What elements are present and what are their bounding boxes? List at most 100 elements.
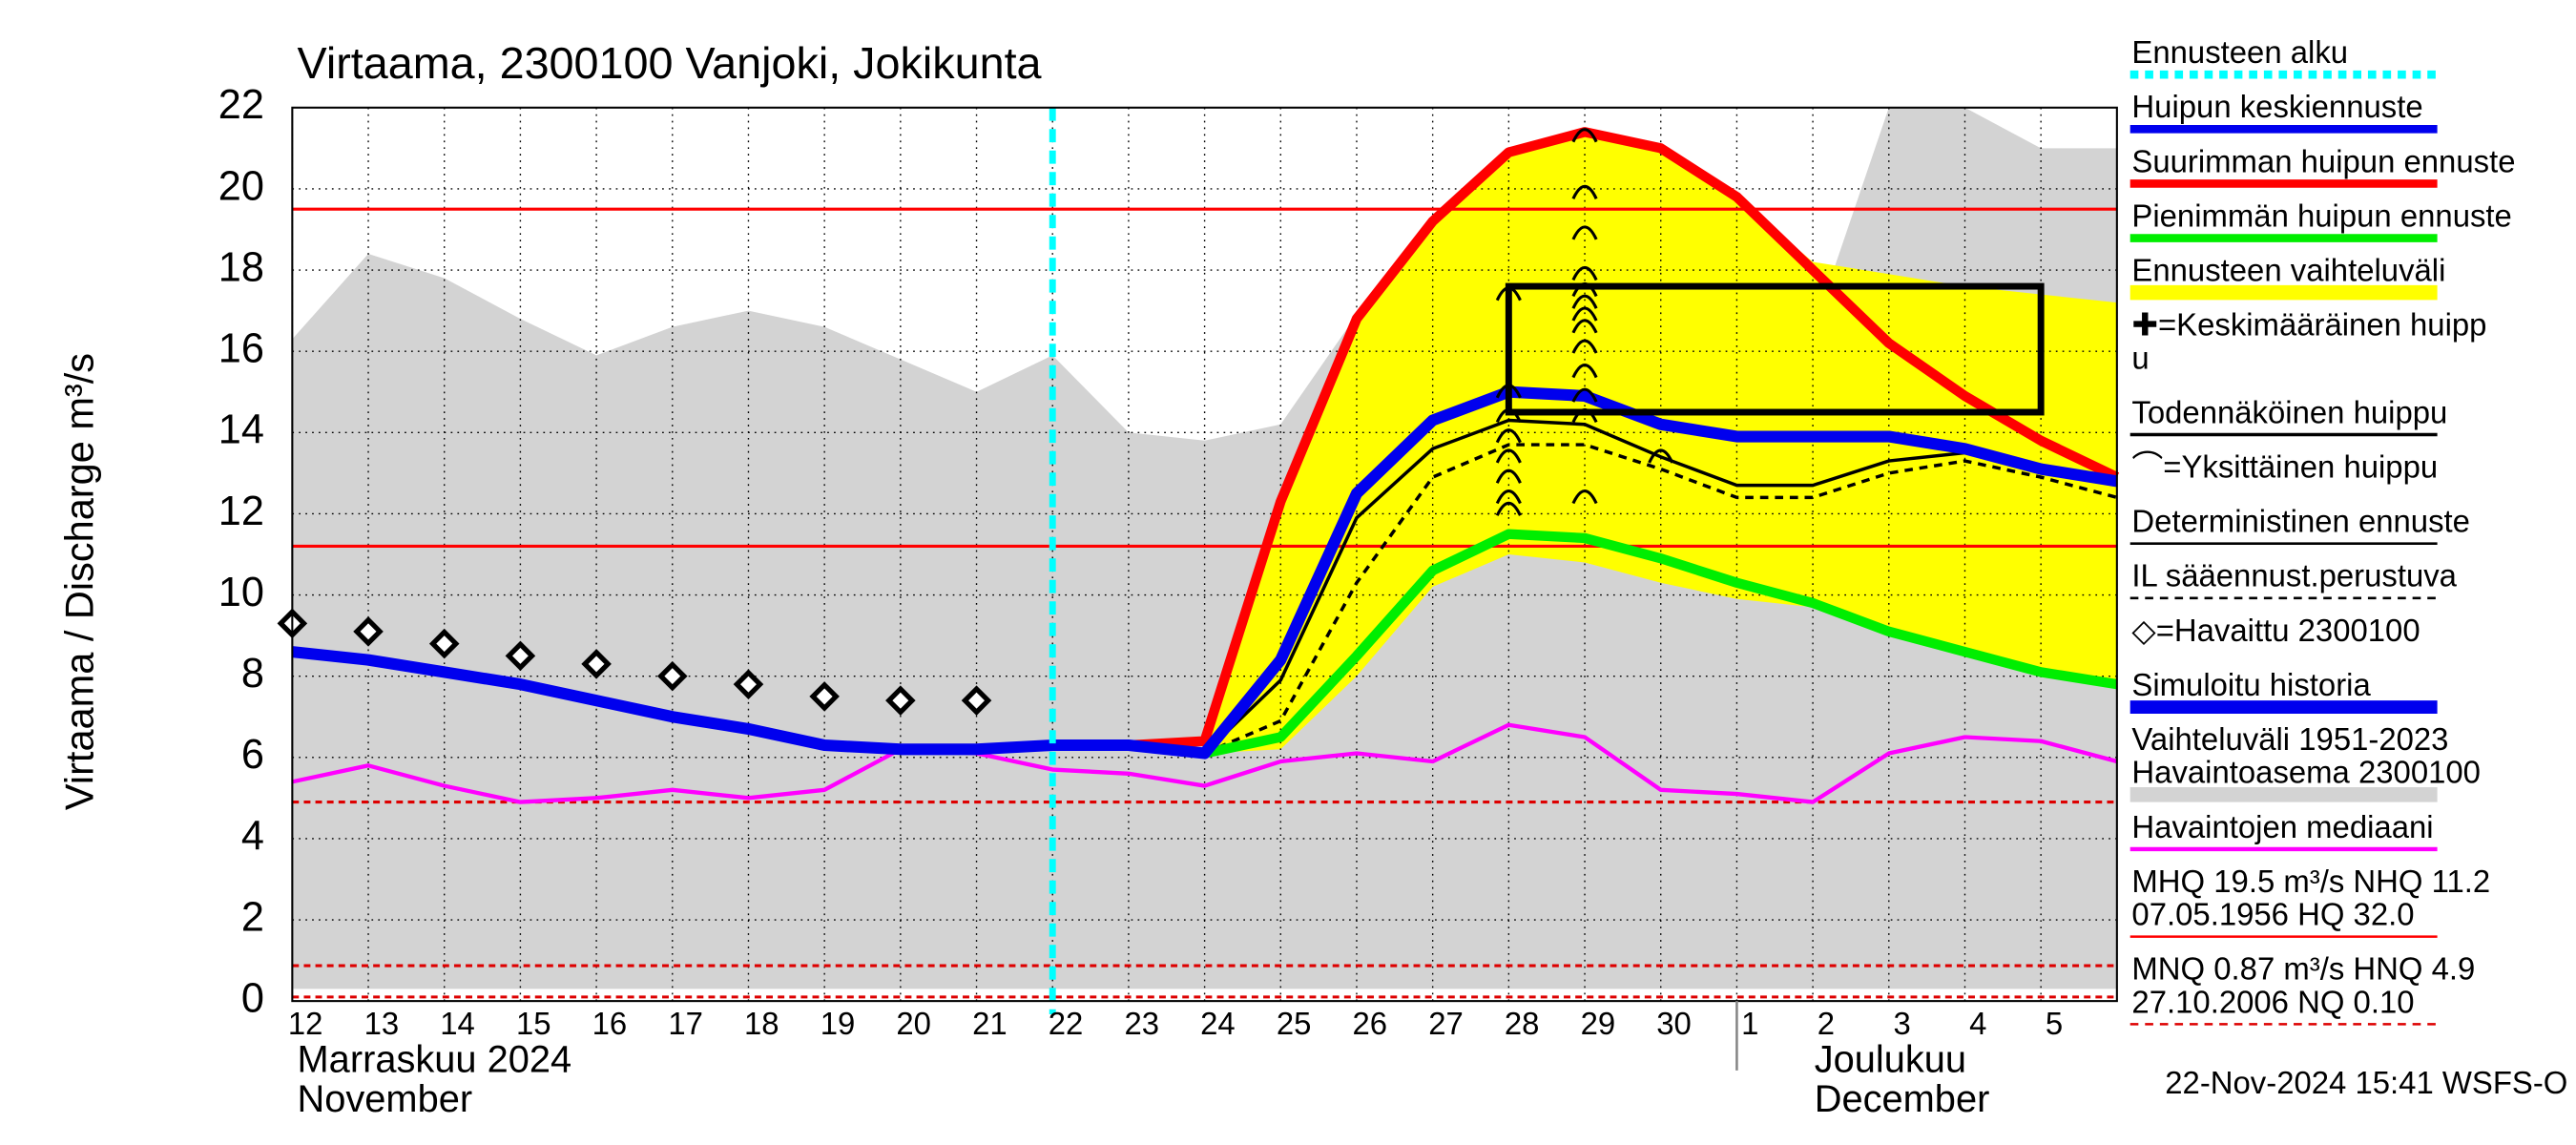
observed-point bbox=[428, 628, 460, 659]
x-tick-label: 15 bbox=[516, 1006, 551, 1041]
y-tick-label: 0 bbox=[241, 976, 264, 1022]
month-label: December bbox=[1815, 1078, 1990, 1120]
x-tick-label: 28 bbox=[1505, 1006, 1540, 1041]
chart-title: Virtaama, 2300100 Vanjoki, Jokikunta bbox=[298, 38, 1042, 88]
y-tick-label: 6 bbox=[241, 732, 264, 778]
single-peak bbox=[1571, 489, 1598, 505]
x-tick-label: 12 bbox=[288, 1006, 323, 1041]
single-peak bbox=[1571, 294, 1598, 309]
month-label: November bbox=[298, 1078, 473, 1120]
x-tick-label: 24 bbox=[1200, 1006, 1236, 1041]
plot-frame bbox=[291, 106, 2118, 1003]
y-axis-label: Virtaama / Discharge m³/s bbox=[57, 353, 102, 810]
footer: 22-Nov-2024 15:41 WSFS-O bbox=[2165, 1065, 2567, 1100]
legend-label: ◇=Havaittu 2300100 bbox=[2131, 613, 2420, 648]
legend-label: 27.10.2006 NQ 0.10 bbox=[2131, 984, 2414, 1019]
x-tick-label: 19 bbox=[821, 1006, 856, 1041]
series-line bbox=[1203, 529, 2118, 759]
x-tick-label: 4 bbox=[1969, 1006, 1986, 1041]
y-tick-label: 4 bbox=[241, 813, 264, 859]
legend-label: Ennusteen vaihteluväli bbox=[2131, 253, 2445, 288]
x-tick-label: 1 bbox=[1741, 1006, 1758, 1041]
single-peak bbox=[1495, 448, 1522, 464]
single-peak bbox=[1571, 128, 1598, 143]
month-label: Marraskuu 2024 bbox=[298, 1039, 572, 1081]
observed-point bbox=[961, 685, 992, 716]
x-tick-label: 26 bbox=[1353, 1006, 1388, 1041]
observed-point bbox=[733, 669, 764, 699]
y-tick-label: 18 bbox=[218, 244, 264, 290]
legend-label: Huipun keskiennuste bbox=[2131, 89, 2422, 124]
single-peak bbox=[1648, 448, 1674, 464]
single-peak bbox=[1495, 501, 1522, 516]
series-line bbox=[291, 385, 2118, 760]
y-tick-label: 16 bbox=[218, 326, 264, 372]
x-tick-label: 30 bbox=[1656, 1006, 1692, 1041]
legend-label: Havaintojen mediaani bbox=[2131, 809, 2433, 844]
legend-label: ⌒=Yksittäinen huippu bbox=[2131, 449, 2438, 485]
x-tick-label: 29 bbox=[1581, 1006, 1616, 1041]
x-tick-label: 25 bbox=[1277, 1006, 1312, 1041]
series-line bbox=[1052, 127, 2120, 751]
x-tick-label: 23 bbox=[1124, 1006, 1159, 1041]
x-tick-label: 14 bbox=[440, 1006, 475, 1041]
y-tick-label: 22 bbox=[218, 82, 264, 128]
single-peak bbox=[1495, 407, 1522, 424]
legend-label: Ennusteen alku bbox=[2131, 34, 2348, 70]
x-tick-label: 5 bbox=[2046, 1006, 2063, 1041]
legend-label: Simuloitu historia bbox=[2131, 667, 2371, 702]
x-tick-label: 13 bbox=[364, 1006, 400, 1041]
legend-label: u bbox=[2131, 340, 2149, 375]
legend-label: Deterministinen ennuste bbox=[2131, 504, 2470, 539]
single-peak bbox=[1495, 286, 1522, 302]
y-tick-label: 2 bbox=[241, 894, 264, 940]
observed-point bbox=[505, 640, 536, 672]
x-tick-label: 2 bbox=[1818, 1006, 1835, 1041]
legend-label: Pienimmän huipun ennuste bbox=[2131, 198, 2511, 233]
single-peak bbox=[1571, 364, 1598, 379]
legend-label: IL sääennust.perustuva bbox=[2131, 558, 2457, 593]
single-peak bbox=[1495, 489, 1522, 505]
single-peak bbox=[1571, 184, 1598, 199]
single-peak bbox=[1571, 407, 1598, 424]
legend-label: ✚=Keskimääräinen huipp bbox=[2131, 307, 2486, 343]
x-tick-label: 17 bbox=[668, 1006, 703, 1041]
month-label: Joulukuu bbox=[1815, 1039, 1966, 1081]
legend-label: MHQ 19.5 m³/s NHQ 11.2 bbox=[2131, 864, 2490, 899]
y-tick-label: 14 bbox=[218, 407, 264, 453]
observed-point bbox=[656, 660, 688, 692]
observed-point bbox=[809, 681, 840, 712]
legend-label: 07.05.1956 HQ 32.0 bbox=[2131, 897, 2414, 932]
legend-label: Todennäköinen huippu bbox=[2131, 394, 2447, 429]
x-tick-label: 16 bbox=[592, 1006, 628, 1041]
series-line bbox=[1203, 443, 2118, 756]
x-tick-label: 3 bbox=[1893, 1006, 1910, 1041]
x-tick-label: 20 bbox=[896, 1006, 931, 1041]
single-peak bbox=[1571, 319, 1598, 334]
single-peak bbox=[1495, 468, 1522, 484]
single-peak bbox=[1571, 306, 1598, 322]
y-tick-label: 20 bbox=[218, 163, 264, 209]
single-peak bbox=[1571, 281, 1598, 298]
legend-label: Havaintoasema 2300100 bbox=[2131, 755, 2481, 790]
y-tick-label: 12 bbox=[218, 489, 264, 534]
y-tick-label: 10 bbox=[218, 570, 264, 615]
x-tick-label: 27 bbox=[1428, 1006, 1464, 1041]
legend-label: MNQ 0.87 m³/s HNQ 4.9 bbox=[2131, 951, 2475, 987]
observed-point bbox=[581, 649, 612, 679]
observed-point bbox=[885, 685, 916, 716]
single-peak bbox=[1571, 225, 1598, 240]
x-tick-label: 18 bbox=[744, 1006, 779, 1041]
legend-label: Suurimman huipun ennuste bbox=[2131, 143, 2515, 178]
probable-peak-box bbox=[1505, 282, 2045, 416]
x-tick-label: 21 bbox=[972, 1006, 1008, 1041]
single-peak bbox=[1571, 387, 1598, 403]
legend-label: Vaihteluväli 1951-2023 bbox=[2131, 721, 2448, 757]
single-peak bbox=[1495, 384, 1522, 399]
single-peak bbox=[1571, 265, 1598, 281]
y-tick-label: 8 bbox=[241, 651, 264, 697]
single-peak bbox=[1495, 428, 1522, 444]
x-tick-label: 22 bbox=[1049, 1006, 1084, 1041]
observed-point bbox=[353, 616, 384, 647]
